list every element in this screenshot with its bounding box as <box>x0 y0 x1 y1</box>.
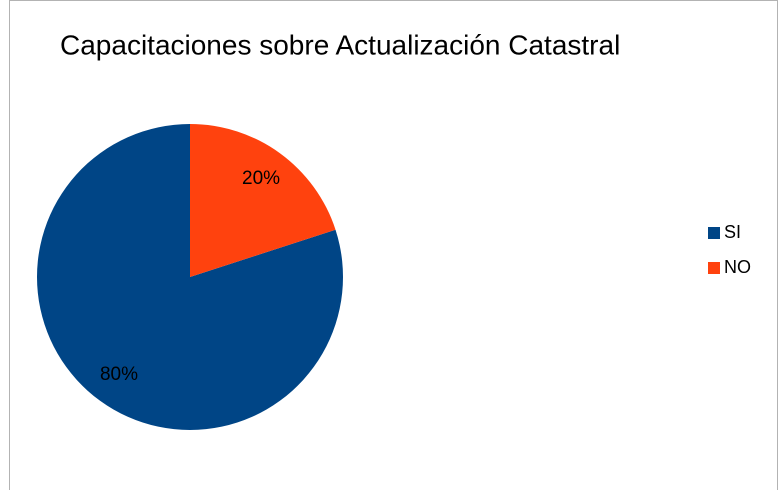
legend-label: SI <box>724 222 741 242</box>
data-label: 80% <box>100 364 138 385</box>
data-label: 20% <box>242 168 280 189</box>
chart-title: Capacitaciones sobre Actualización Catas… <box>60 29 620 60</box>
legend-swatch <box>708 262 720 274</box>
legend-label: NO <box>724 257 751 277</box>
pie-slice <box>190 124 336 277</box>
legend-swatch <box>708 227 720 239</box>
pie-slice <box>37 124 344 430</box>
